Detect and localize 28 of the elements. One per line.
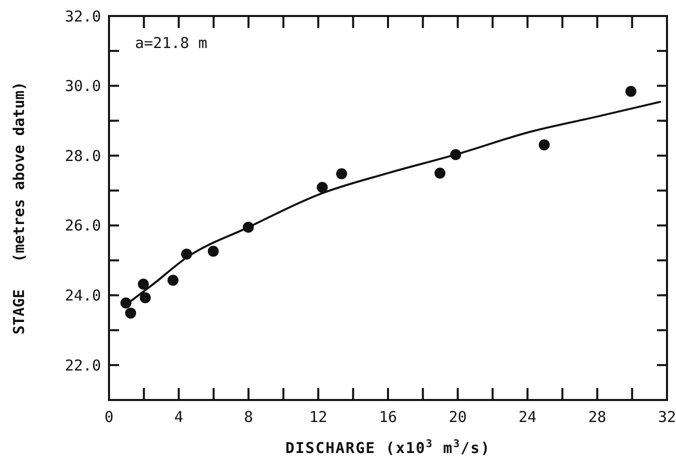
y-tick-label: 22.0 [64,356,101,374]
x-tick-label: 28 [588,408,606,426]
point [316,182,328,193]
y-tick-label: 28.0 [64,146,101,165]
x-tick-label: 32 [658,408,676,426]
annotation: a=21.8 m [135,34,208,52]
x-tick-label: 12 [309,408,328,426]
point [208,246,219,257]
point [625,86,636,97]
point [125,308,136,319]
x-tick-label: 0 [104,408,114,426]
point [336,168,348,180]
x-tick-label: 24 [518,408,537,426]
point [434,168,446,179]
y-tick-label: 30.0 [64,77,101,96]
x-tick-label: 4 [174,408,184,426]
x-tick-label: 16 [378,408,398,426]
point [167,274,178,286]
point [538,139,550,150]
x-axis-title: DISCHARGE (x10$^{3}$ m$^{3}$/s) [285,438,491,457]
point [140,292,151,304]
y-tick-label: 24.0 [64,286,101,305]
y-tick-label: 26.0 [64,216,101,235]
y-axis-title: STAGE (metres above datum) [10,82,28,334]
point [138,278,149,290]
x-tick-label: 20 [448,408,467,426]
y-tick-label: 32.0 [64,7,101,26]
x-tick-label: 8 [244,408,254,426]
